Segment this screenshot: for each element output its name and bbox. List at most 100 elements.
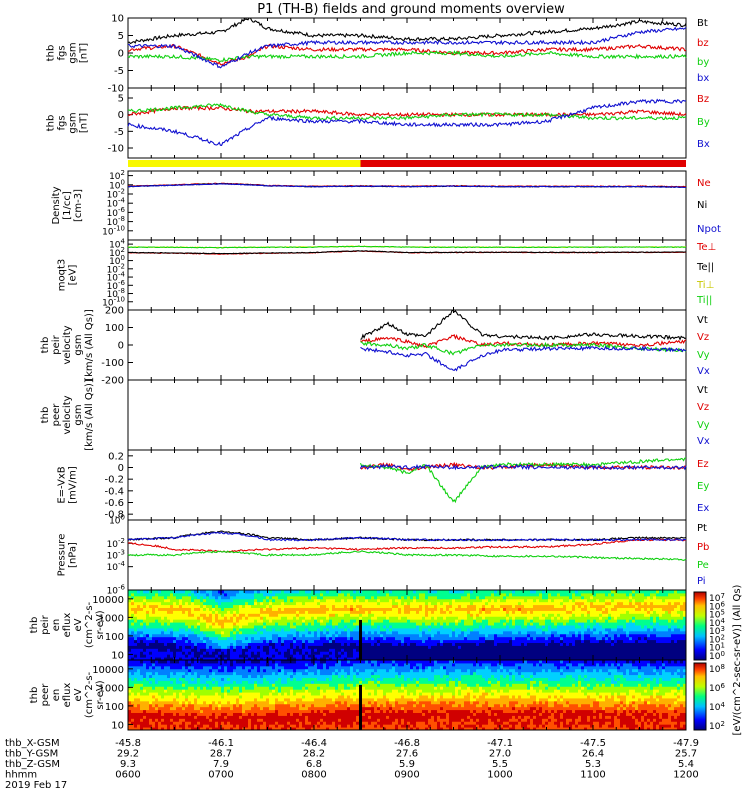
spectrogram-cell xyxy=(155,631,158,634)
spectrogram-cell xyxy=(152,628,155,631)
spectrogram-cell xyxy=(458,619,461,622)
spectrogram-cell xyxy=(563,643,566,646)
spectrogram-cell xyxy=(410,616,413,619)
spectrogram-cell xyxy=(338,628,341,631)
spectrogram-cell xyxy=(539,637,542,640)
spectrogram-cell xyxy=(572,590,575,593)
spectrogram-cell xyxy=(320,590,323,593)
spectrogram-cell xyxy=(581,651,584,654)
spectrogram-cell xyxy=(659,654,662,657)
spectrogram-cell xyxy=(164,628,167,631)
spectrogram-cell xyxy=(506,648,509,651)
spectrogram-cell xyxy=(428,593,431,596)
spectrogram-cell xyxy=(230,616,233,619)
spectrogram-cell xyxy=(161,637,164,640)
spectrogram-cell xyxy=(656,648,659,651)
spectrogram-cell xyxy=(632,628,635,631)
spectrogram-cell xyxy=(188,602,191,605)
spectrogram-cell xyxy=(521,605,524,608)
spectrogram-cell xyxy=(191,593,194,596)
spectrogram-cell xyxy=(305,651,308,654)
spectrogram-cell xyxy=(641,599,644,602)
spectrogram-cell xyxy=(425,602,428,605)
spectrogram-cell xyxy=(290,613,293,616)
spectrogram-cell xyxy=(590,596,593,599)
spectrogram-cell xyxy=(341,651,344,654)
spectrogram-cell xyxy=(170,654,173,657)
spectrogram-cell xyxy=(152,637,155,640)
spectrogram-cell xyxy=(170,631,173,634)
spectrogram-cell xyxy=(632,596,635,599)
spectrogram-cell xyxy=(479,605,482,608)
spectrogram-cell xyxy=(272,605,275,608)
spectrogram-cell xyxy=(563,605,566,608)
spectrogram-cell xyxy=(644,648,647,651)
spectrogram-cell xyxy=(143,648,146,651)
spectrogram-cell xyxy=(158,643,161,646)
spectrogram-cell xyxy=(455,602,458,605)
spectrogram-cell xyxy=(374,654,377,657)
spectrogram-cell xyxy=(377,610,380,613)
spectrogram-cell xyxy=(287,631,290,634)
spectrogram-cell xyxy=(671,643,674,646)
spectrogram-cell xyxy=(182,616,185,619)
spectrogram-cell xyxy=(263,593,266,596)
spectrogram-cell xyxy=(344,640,347,643)
spectrogram-cell xyxy=(317,634,320,637)
spectrogram-cell xyxy=(482,616,485,619)
spectrogram-cell xyxy=(641,619,644,622)
spectrogram-cell xyxy=(542,634,545,637)
spectrogram-cell xyxy=(527,622,530,625)
spectrogram-cell xyxy=(143,616,146,619)
spectrogram-cell xyxy=(431,616,434,619)
spectrogram-cell xyxy=(665,596,668,599)
spectrogram-cell xyxy=(395,590,398,593)
spectrogram-cell xyxy=(200,613,203,616)
spectrogram-cell xyxy=(290,628,293,631)
spectrogram-cell xyxy=(254,608,257,611)
spectrogram-cell xyxy=(251,599,254,602)
spectrogram-cell xyxy=(563,593,566,596)
spectrogram-cell xyxy=(350,648,353,651)
spectrogram-cell xyxy=(263,610,266,613)
spectrogram-cell xyxy=(572,625,575,628)
spectrogram-cell xyxy=(179,637,182,640)
spectrogram-cell xyxy=(179,625,182,628)
spectrogram-cell xyxy=(371,608,374,611)
spectrogram-cell xyxy=(341,619,344,622)
spectrogram-cell xyxy=(362,590,365,593)
spectrogram-cell xyxy=(206,599,209,602)
spectrogram-cell xyxy=(161,610,164,613)
spectrogram-cell xyxy=(614,625,617,628)
spectrogram-cell xyxy=(623,605,626,608)
spectrogram-cell xyxy=(152,590,155,593)
spectrogram-cell xyxy=(461,637,464,640)
spectrogram-cell xyxy=(464,637,467,640)
spectrogram-cell xyxy=(635,625,638,628)
spectrogram-cell xyxy=(605,610,608,613)
spectrogram-cell xyxy=(647,625,650,628)
spectrogram-cell xyxy=(494,648,497,651)
spectrogram-cell xyxy=(575,654,578,657)
spectrogram-cell xyxy=(461,648,464,651)
spectrogram-cell xyxy=(296,605,299,608)
spectrogram-cell xyxy=(371,648,374,651)
spectrogram-cell xyxy=(254,599,257,602)
spectrogram-cell xyxy=(374,608,377,611)
spectrogram-cell xyxy=(419,616,422,619)
spectrogram-cell xyxy=(356,619,359,622)
spectrogram-cell xyxy=(398,651,401,654)
spectrogram-cell xyxy=(383,648,386,651)
spectrogram-cell xyxy=(305,654,308,657)
spectrogram-cell xyxy=(395,616,398,619)
spectrogram-cell xyxy=(455,596,458,599)
spectrogram-cell xyxy=(593,622,596,625)
spectrogram-cell xyxy=(350,634,353,637)
spectrogram-cell xyxy=(518,610,521,613)
spectrogram-cell xyxy=(644,628,647,631)
series-line-Vy xyxy=(361,342,687,355)
spectrogram-cell xyxy=(455,640,458,643)
spectrogram-cell xyxy=(254,631,257,634)
spectrogram-cell xyxy=(413,590,416,593)
spectrogram-cell xyxy=(605,637,608,640)
